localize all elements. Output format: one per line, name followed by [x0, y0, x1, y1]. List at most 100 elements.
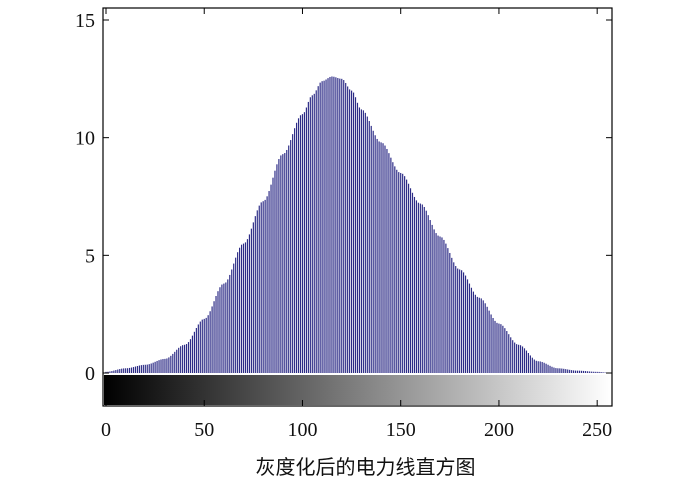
histogram-bar [317, 86, 319, 373]
histogram-bar [274, 170, 276, 373]
histogram-bar [315, 90, 317, 373]
histogram-bar [333, 76, 335, 374]
histogram-bar [183, 344, 186, 373]
histogram-bar [229, 274, 231, 373]
histogram-bar [492, 317, 494, 373]
histogram-bar [178, 347, 180, 373]
histogram-bar [299, 115, 302, 374]
histogram-bar [435, 233, 437, 373]
histogram-bar [543, 362, 545, 373]
histogram-bar [182, 345, 184, 373]
histogram-bar [264, 199, 266, 373]
histogram-bar [565, 369, 567, 373]
histogram-bar [510, 337, 512, 373]
histogram-bar [305, 107, 307, 373]
histogram-bar [311, 95, 313, 373]
histogram-bar [437, 235, 439, 373]
histogram-bar [382, 143, 384, 373]
histogram-bar [215, 295, 217, 373]
histogram-bar [433, 229, 435, 373]
histogram-bar [160, 359, 162, 373]
histogram-bar [541, 361, 543, 373]
grayscale-colorbar [104, 375, 611, 405]
histogram-bar [321, 81, 323, 373]
histogram-bar [146, 364, 148, 373]
histogram-bar [193, 331, 196, 373]
histogram-bar [358, 107, 361, 374]
histogram-bar [337, 78, 339, 374]
histogram-bar [350, 90, 353, 373]
histogram-bar [472, 291, 474, 373]
histogram-bar [366, 116, 368, 373]
histogram-bar [345, 82, 347, 374]
histogram-bar [172, 353, 174, 373]
x-tick-label: 50 [194, 419, 214, 441]
histogram-bar [290, 140, 292, 373]
histogram-bar [286, 149, 288, 373]
histogram-bar [555, 368, 557, 373]
histogram-bar [531, 357, 533, 373]
histogram-bar [525, 350, 528, 373]
histogram-bar [270, 184, 272, 373]
histogram-bar [372, 130, 374, 373]
histogram-bar [276, 164, 278, 373]
histogram-bar [109, 371, 111, 373]
histogram-bar [443, 239, 445, 373]
histogram-bar [201, 319, 203, 373]
histogram-bar [439, 236, 441, 373]
histogram-bar [303, 112, 306, 374]
histogram-bar [449, 252, 451, 373]
histogram-bar [107, 371, 109, 373]
histogram-bar [380, 142, 382, 373]
histogram-bar [349, 89, 351, 373]
x-tick-label: 0 [101, 419, 111, 441]
histogram-bar [455, 266, 457, 373]
histogram-bar [484, 303, 486, 373]
histogram-bar [233, 263, 235, 373]
histogram-bar [180, 346, 182, 373]
histogram-bar [323, 80, 325, 373]
histogram-bar [301, 114, 304, 373]
histogram-bar [130, 367, 133, 373]
histogram-bar [384, 145, 386, 373]
histogram-bar [376, 138, 378, 373]
histogram-bar [185, 344, 188, 373]
histogram-bar [207, 315, 209, 373]
histogram-bar [121, 368, 123, 373]
histogram-bar [419, 203, 421, 373]
histogram-bar [119, 369, 121, 373]
histogram-bar [237, 252, 239, 373]
histogram-bar [580, 370, 583, 373]
histogram-bar [406, 179, 408, 373]
histogram-bar [144, 364, 146, 373]
histogram-bar [217, 291, 219, 373]
histogram-bar [266, 196, 268, 373]
y-tick-label: 5 [85, 245, 95, 267]
histogram-bar [588, 371, 590, 373]
histogram-bar [378, 141, 380, 373]
histogram-bar [590, 371, 592, 373]
histogram-bar [411, 192, 414, 373]
histogram-bar [596, 371, 598, 373]
histogram-bar [319, 82, 321, 373]
histogram-bar [138, 365, 140, 373]
histogram-bar [451, 257, 453, 373]
histogram-bar [244, 242, 247, 373]
histogram-bar [461, 270, 463, 373]
histogram-bar [508, 334, 510, 373]
histogram-bar [474, 294, 476, 373]
histogram-bar [117, 369, 119, 373]
histogram-bar [191, 335, 194, 373]
histogram-bar [423, 206, 425, 373]
x-tick-label: 250 [582, 419, 612, 441]
histogram-bar [592, 371, 594, 373]
histogram-bar [343, 80, 345, 373]
histogram-bar [239, 247, 241, 373]
histogram-bar [142, 364, 144, 373]
histogram-bar [390, 157, 392, 373]
histogram-bar [500, 324, 502, 373]
x-axis-ticks: 0 50 100 150 200 250 [101, 8, 612, 441]
histogram-bar [256, 210, 258, 373]
x-tick-label: 200 [484, 419, 514, 441]
